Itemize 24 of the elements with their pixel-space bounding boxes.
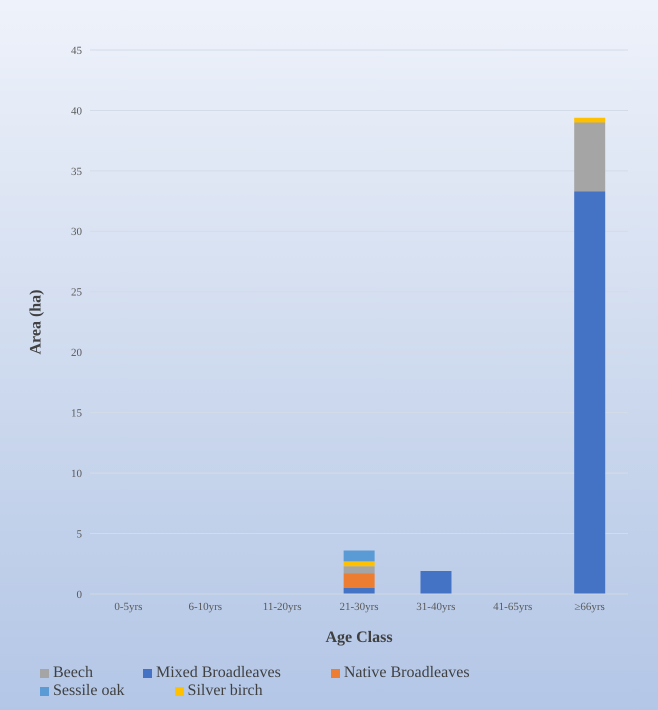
y-tick-label: 20 (71, 347, 82, 360)
x-axis-title: Age Class (325, 629, 393, 646)
x-tick-label: 6-10yrs (188, 600, 222, 613)
x-tick-label: ≥66yrs (574, 600, 605, 613)
x-tick-label: 11-20yrs (262, 600, 302, 613)
x-tick-label: 0-5yrs (114, 600, 142, 613)
x-tick-label: 41-65yrs (493, 600, 532, 613)
y-tick-label: 0 (76, 588, 82, 601)
y-tick-label: 25 (71, 286, 82, 299)
legend-label: Native Broadleaves (344, 664, 470, 681)
x-tick-label: 21-30yrs (339, 600, 379, 613)
y-axis-title: Area (ha) (28, 289, 45, 355)
y-tick-label: 5 (76, 528, 82, 540)
legend-label: Mixed Broadleaves (156, 664, 281, 681)
y-tick-label: 45 (71, 44, 82, 57)
y-tick-label: 10 (71, 468, 82, 480)
legend-label: Sessile oak (53, 682, 125, 699)
x-tick-label: 31-40yrs (416, 600, 456, 613)
legend-label: Silver birch (188, 682, 263, 699)
legend-label: Beech (53, 664, 93, 681)
y-tick-label: 30 (71, 226, 82, 238)
y-tick-label: 40 (71, 105, 82, 118)
y-tick-label: 35 (71, 166, 82, 178)
y-tick-label: 15 (71, 408, 82, 420)
